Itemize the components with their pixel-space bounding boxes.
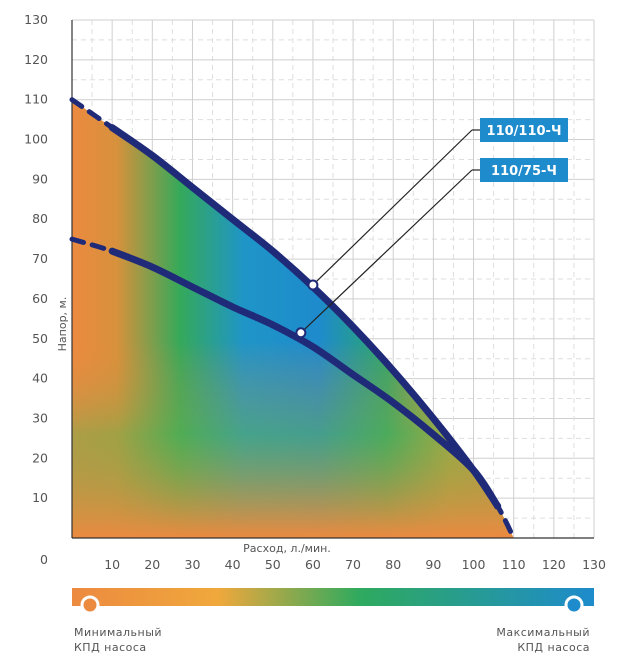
y-tick-label: 70 <box>32 251 48 266</box>
x-axis-title: Расход, л./мин. <box>243 542 331 555</box>
callout-leader-line <box>312 129 473 286</box>
x-tick-label: 40 <box>225 557 241 572</box>
x-tick-label: 60 <box>305 557 321 572</box>
y-tick-label: 50 <box>32 331 48 346</box>
pump-label: 110/75-Ч <box>491 164 557 179</box>
x-tick-label: 80 <box>385 557 401 572</box>
y-axis-title: Напор, м. <box>56 297 69 352</box>
x-tick-label: 100 <box>462 557 486 572</box>
min-efficiency-label-line1: Минимальный <box>74 626 163 639</box>
pump-label: 110/110-Ч <box>487 124 562 139</box>
x-tick-label: 50 <box>265 557 281 572</box>
y-tick-label: 130 <box>24 12 48 27</box>
curve-callouts: 110/110-Ч 110/75-Ч <box>295 118 568 339</box>
pump-label-box <box>480 118 568 142</box>
min-efficiency-label-line2: КПД насоса <box>74 641 147 654</box>
y-tick-label: 90 <box>32 171 48 186</box>
x-tick-label: 20 <box>144 557 160 572</box>
max-efficiency-label-line2: КПД насоса <box>517 641 590 654</box>
y-tick-label: 100 <box>24 132 48 147</box>
y-tick-label: 0 <box>40 552 48 567</box>
y-tick-label: 20 <box>32 450 48 465</box>
x-tick-label: 10 <box>104 557 120 572</box>
max-efficiency-marker <box>564 595 584 615</box>
min-efficiency-label: Минимальный КПД насоса <box>74 625 162 655</box>
x-tick-label: 70 <box>345 557 361 572</box>
y-tick-label: 40 <box>32 371 48 386</box>
y-tick-label: 110 <box>24 92 48 107</box>
curve-marker-point <box>307 279 319 291</box>
efficiency-scale-bar <box>72 588 594 615</box>
pump-curve-2 <box>108 247 502 510</box>
max-efficiency-label: Максимальный КПД насоса <box>496 625 590 655</box>
y-tick-label: 10 <box>32 490 48 505</box>
x-tick-label: 130 <box>582 557 606 572</box>
min-efficiency-marker <box>80 595 100 615</box>
x-tick-label: 90 <box>425 557 441 572</box>
callout-leader-line <box>300 169 473 334</box>
curve-marker-point <box>295 327 307 339</box>
y-tick-label: 120 <box>24 52 48 67</box>
y-tick-label: 30 <box>32 410 48 425</box>
x-tick-label: 110 <box>502 557 526 572</box>
pump-label-box <box>480 158 568 182</box>
max-efficiency-label-line1: Максимальный <box>496 626 590 639</box>
x-tick-label: 120 <box>542 557 566 572</box>
x-tick-label: 30 <box>185 557 201 572</box>
axis-ticks: 0 10 20 30 40 50 60 70 80 90 100 110 120 130 10 20 30 40 5… <box>24 12 606 572</box>
y-tick-label: 60 <box>32 291 48 306</box>
y-tick-label: 80 <box>32 211 48 226</box>
